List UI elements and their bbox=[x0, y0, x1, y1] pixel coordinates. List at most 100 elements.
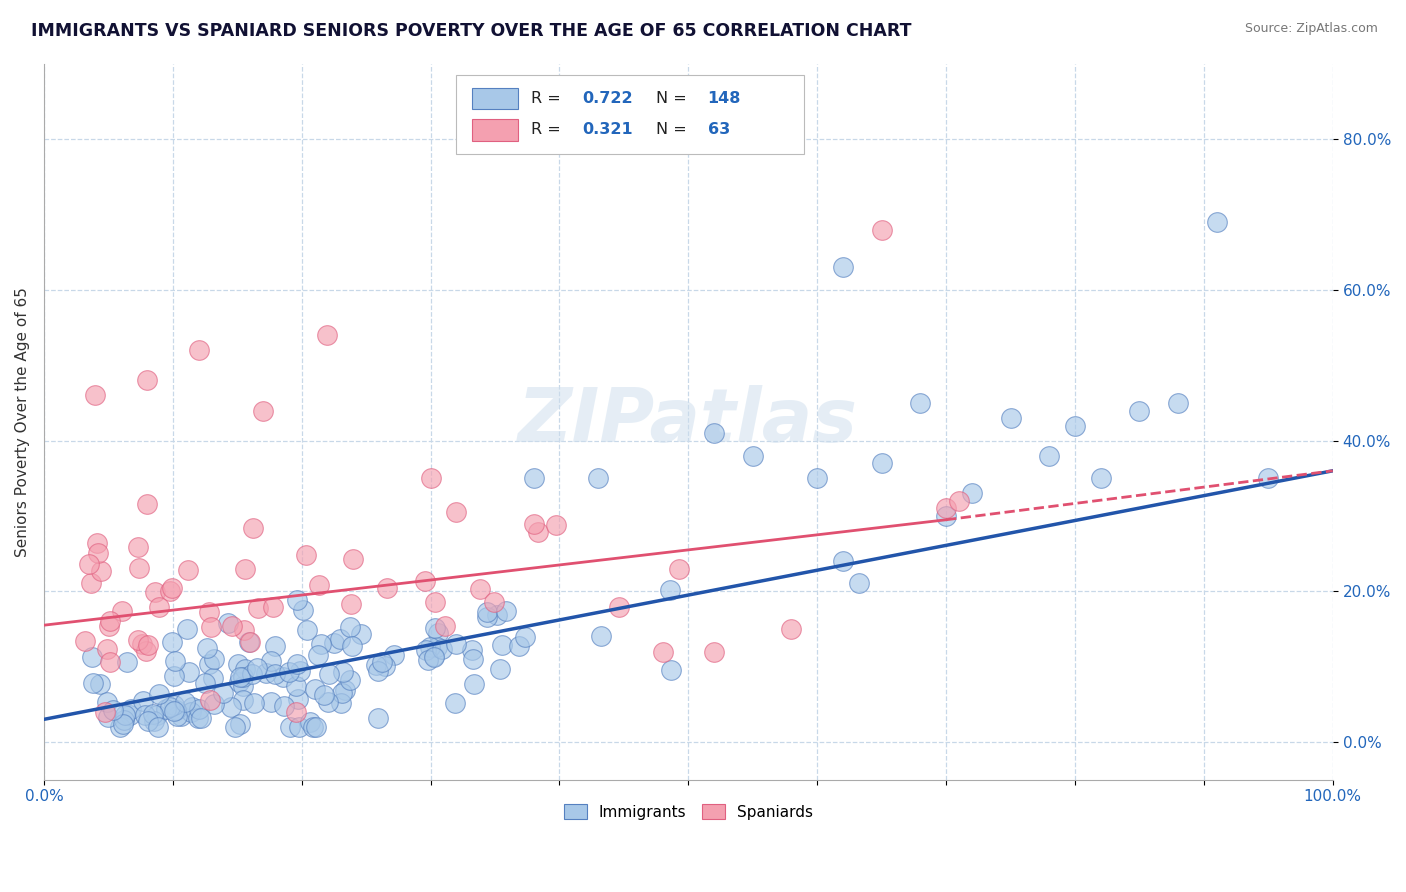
Point bbox=[131, 694, 153, 708]
Point bbox=[221, 618, 243, 632]
Point bbox=[741, 449, 763, 463]
Point bbox=[329, 632, 352, 646]
Point bbox=[238, 635, 260, 649]
Point bbox=[79, 557, 101, 571]
Point bbox=[316, 695, 339, 709]
Point bbox=[136, 373, 159, 387]
Point bbox=[200, 620, 222, 634]
Point bbox=[240, 667, 263, 681]
Point bbox=[377, 581, 399, 595]
Point bbox=[177, 665, 200, 679]
Point bbox=[87, 546, 110, 560]
Point bbox=[93, 705, 115, 719]
Point bbox=[495, 604, 517, 618]
Point bbox=[527, 525, 550, 540]
Point bbox=[427, 625, 450, 640]
Text: R =: R = bbox=[531, 91, 561, 106]
Point bbox=[176, 623, 198, 637]
Point bbox=[146, 708, 169, 723]
Point bbox=[1205, 215, 1227, 229]
Point bbox=[228, 670, 250, 684]
Point bbox=[166, 708, 188, 723]
Point bbox=[659, 583, 682, 598]
Point bbox=[115, 655, 138, 669]
Point bbox=[159, 699, 181, 714]
Point bbox=[1167, 396, 1189, 410]
Point bbox=[349, 627, 371, 641]
Point bbox=[307, 648, 329, 663]
Y-axis label: Seniors Poverty Over the Age of 65: Seniors Poverty Over the Age of 65 bbox=[15, 287, 30, 557]
Point bbox=[285, 657, 308, 671]
Point bbox=[260, 695, 283, 709]
Point bbox=[73, 633, 96, 648]
Point bbox=[177, 563, 200, 577]
Point bbox=[262, 600, 284, 615]
Legend: Immigrants, Spaniards: Immigrants, Spaniards bbox=[558, 797, 820, 826]
Point bbox=[430, 642, 453, 657]
Point bbox=[187, 702, 209, 716]
Point bbox=[242, 521, 264, 535]
Point bbox=[332, 665, 354, 680]
Point bbox=[80, 575, 103, 590]
Point bbox=[112, 717, 135, 731]
Point bbox=[489, 662, 512, 676]
Point bbox=[98, 618, 121, 632]
Point bbox=[271, 670, 294, 684]
Point bbox=[285, 593, 308, 607]
Bar bbox=[472, 87, 519, 109]
Point bbox=[485, 607, 508, 622]
Point bbox=[470, 582, 492, 596]
Point bbox=[163, 705, 186, 719]
Point bbox=[305, 720, 328, 734]
Point bbox=[101, 703, 124, 717]
Point bbox=[252, 403, 274, 417]
Point bbox=[367, 711, 389, 725]
Point bbox=[444, 696, 467, 710]
Point bbox=[651, 644, 673, 658]
Point bbox=[546, 518, 568, 533]
Bar bbox=[472, 120, 519, 141]
Point bbox=[232, 624, 254, 638]
Point bbox=[243, 697, 266, 711]
Point bbox=[82, 675, 104, 690]
Point bbox=[136, 498, 159, 512]
Point bbox=[111, 603, 134, 617]
Point bbox=[264, 667, 287, 681]
Text: 148: 148 bbox=[707, 91, 741, 106]
Point bbox=[482, 595, 505, 609]
Point bbox=[1128, 403, 1150, 417]
Point bbox=[287, 720, 309, 734]
Point bbox=[96, 695, 118, 709]
Point bbox=[948, 494, 970, 508]
Point bbox=[163, 669, 186, 683]
Point bbox=[523, 516, 546, 531]
Point bbox=[371, 655, 394, 669]
Point bbox=[423, 621, 446, 635]
Point bbox=[165, 654, 187, 668]
Point bbox=[1090, 471, 1112, 485]
Point bbox=[201, 672, 224, 686]
Point bbox=[136, 714, 159, 728]
Text: ZIPatlas: ZIPatlas bbox=[519, 385, 858, 458]
Point bbox=[434, 619, 457, 633]
Point bbox=[128, 561, 150, 575]
Point bbox=[90, 564, 112, 578]
Point bbox=[314, 688, 336, 702]
Point bbox=[339, 598, 361, 612]
Point bbox=[910, 396, 932, 410]
Point bbox=[148, 687, 170, 701]
Point bbox=[870, 456, 893, 470]
Point bbox=[446, 505, 468, 519]
Point bbox=[233, 662, 256, 676]
Point bbox=[291, 603, 314, 617]
Point bbox=[127, 540, 149, 554]
Point bbox=[173, 695, 195, 709]
Point bbox=[180, 705, 202, 719]
Point bbox=[318, 667, 340, 681]
Point bbox=[86, 536, 108, 550]
Point bbox=[302, 720, 325, 734]
Point bbox=[848, 575, 870, 590]
Text: N =: N = bbox=[657, 122, 688, 137]
Point bbox=[98, 614, 121, 628]
Point bbox=[187, 343, 209, 358]
